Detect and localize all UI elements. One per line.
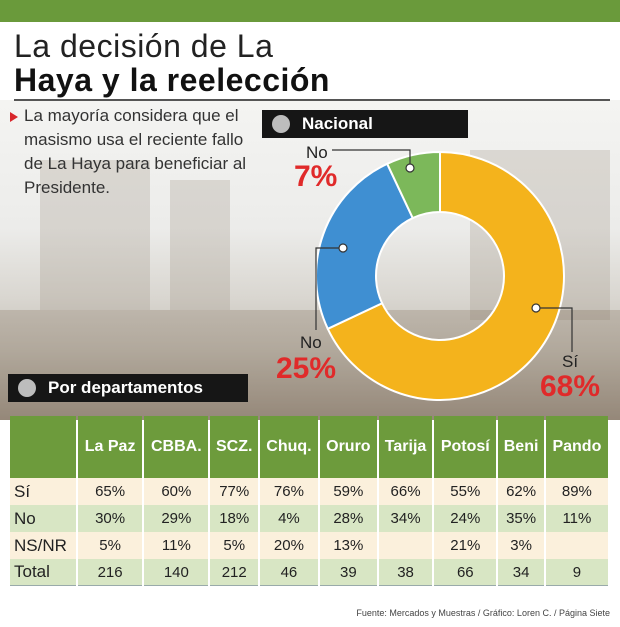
- table-cell: 212: [210, 559, 258, 586]
- slice-label-no-green: No: [306, 143, 328, 162]
- table-cell: [545, 532, 608, 559]
- table-cell: 55%: [434, 478, 497, 505]
- nacional-label: Nacional: [302, 114, 373, 133]
- header-corner: [10, 416, 76, 478]
- table-cell: 60%: [144, 478, 209, 505]
- row-label: Total: [10, 559, 76, 586]
- table-cell: 140: [144, 559, 209, 586]
- table-cell: 20%: [259, 532, 318, 559]
- table-cell: 34%: [378, 505, 433, 532]
- departamentos-table: La Paz CBBA. SCZ. Chuq. Oruro Tarija Pot…: [8, 416, 610, 586]
- bullet-triangle-icon: [10, 112, 18, 122]
- slice-pct-no-green: 7%: [294, 160, 338, 193]
- circle-icon: [272, 115, 290, 133]
- table-cell: 35%: [498, 505, 544, 532]
- table-cell: 34: [498, 559, 544, 586]
- departamentos-label: Por departamentos: [48, 378, 203, 397]
- col-header: Potosí: [434, 416, 497, 478]
- table-cell: 5%: [78, 532, 143, 559]
- table-cell: 30%: [78, 505, 143, 532]
- row-label: No: [10, 505, 76, 532]
- table-cell: 3%: [498, 532, 544, 559]
- departamentos-header: Por departamentos: [8, 374, 248, 402]
- lead-text: La mayoría considera que el masismo usa …: [24, 106, 247, 197]
- top-accent-bar: [0, 0, 620, 22]
- table-cell: 21%: [434, 532, 497, 559]
- nacional-header: Nacional: [262, 110, 468, 138]
- slice-pct-no-blue: 25%: [276, 352, 337, 385]
- col-header: La Paz: [78, 416, 143, 478]
- title-divider: [14, 99, 610, 101]
- circle-icon: [18, 379, 36, 397]
- table-cell: 5%: [210, 532, 258, 559]
- table-cell: 29%: [144, 505, 209, 532]
- table-cell: 24%: [434, 505, 497, 532]
- col-header: CBBA.: [144, 416, 209, 478]
- row-label: NS/NR: [10, 532, 76, 559]
- table-cell: 66: [434, 559, 497, 586]
- slice-label-si: Sí: [562, 352, 579, 371]
- table-cell: 11%: [545, 505, 608, 532]
- col-header: Pando: [545, 416, 608, 478]
- table-cell: 4%: [259, 505, 318, 532]
- table-cell: 59%: [319, 478, 377, 505]
- title-line-2: Haya y la reelección: [14, 62, 330, 98]
- source-credit: Fuente: Mercados y Muestras / Gráfico: L…: [356, 608, 610, 618]
- table-cell: 39: [319, 559, 377, 586]
- table-cell: 11%: [144, 532, 209, 559]
- table-cell: 216: [78, 559, 143, 586]
- row-label: Sí: [10, 478, 76, 505]
- col-header: Tarija: [378, 416, 433, 478]
- table-cell: 46: [259, 559, 318, 586]
- table-header-row: La Paz CBBA. SCZ. Chuq. Oruro Tarija Pot…: [10, 416, 608, 478]
- col-header: Chuq.: [259, 416, 318, 478]
- table-cell: 66%: [378, 478, 433, 505]
- col-header: Oruro: [319, 416, 377, 478]
- col-header: SCZ.: [210, 416, 258, 478]
- table-cell: 62%: [498, 478, 544, 505]
- slice-pct-si: 68%: [540, 370, 601, 403]
- table-cell: 13%: [319, 532, 377, 559]
- slice-label-no-blue: No: [300, 333, 322, 352]
- table-cell: 18%: [210, 505, 258, 532]
- col-header: Beni: [498, 416, 544, 478]
- table-row-total: Total 216 140 212 46 39 38 66 34 9: [10, 559, 608, 586]
- table-cell: 28%: [319, 505, 377, 532]
- table-row-si: Sí 65% 60% 77% 76% 59% 66% 55% 62% 89%: [10, 478, 608, 505]
- table-cell: [378, 532, 433, 559]
- table-cell: 38: [378, 559, 433, 586]
- table-cell: 77%: [210, 478, 258, 505]
- title-line-1: La decisión de La: [14, 28, 274, 64]
- table-cell: 89%: [545, 478, 608, 505]
- table-cell: 9: [545, 559, 608, 586]
- table-cell: 76%: [259, 478, 318, 505]
- table-row-no: No 30% 29% 18% 4% 28% 34% 24% 35% 11%: [10, 505, 608, 532]
- table-row-nsnr: NS/NR 5% 11% 5% 20% 13% 21% 3%: [10, 532, 608, 559]
- table-cell: 65%: [78, 478, 143, 505]
